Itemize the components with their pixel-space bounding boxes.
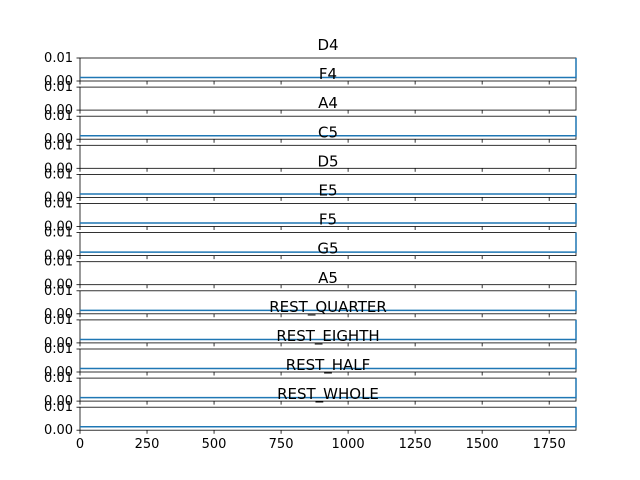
series-line (80, 407, 577, 428)
y-tick-label-min: 0.00 (44, 394, 73, 409)
y-tick-label-max: 0.01 (44, 371, 73, 386)
series-line (80, 58, 577, 79)
y-tick-label-max: 0.01 (44, 313, 73, 328)
subplot-rest-eighth: 0.00 0.01 (44, 342, 577, 380)
y-tick-label-max: 0.01 (44, 400, 73, 415)
series-line (80, 174, 577, 195)
subplot-title: C5 (318, 123, 338, 141)
y-tick-label-max: 0.01 (44, 51, 73, 66)
axes-frame (79, 144, 577, 169)
series-line (80, 116, 577, 137)
x-tick-label: 1000 (332, 437, 365, 452)
y-tick-label-max: 0.01 (44, 80, 73, 95)
subplot-c5: 0.00 0.01 (44, 138, 577, 176)
x-tick-label: 250 (135, 437, 160, 452)
subplot-title: REST_EIGHTH (276, 327, 379, 346)
y-tick-label-min: 0.00 (44, 423, 73, 438)
subplot-g5: 0.00 0.01 (44, 255, 577, 293)
y-tick-label-min: 0.00 (44, 161, 73, 176)
subplot-title: A5 (318, 269, 338, 287)
series-line (80, 232, 577, 253)
subplot-title: D5 (317, 152, 338, 170)
y-tick-label-min: 0.00 (44, 132, 73, 147)
y-tick-label-min: 0.00 (44, 249, 73, 264)
subplot-rest-half: 0.00 0.01 (44, 371, 577, 409)
y-tick-label-max: 0.01 (44, 226, 73, 241)
y-tick-label-max: 0.01 (44, 138, 73, 153)
subplot-title: D4 (317, 36, 338, 54)
y-tick-label-max: 0.01 (44, 167, 73, 182)
subplot-title: F5 (319, 211, 337, 229)
axes-frame (79, 261, 577, 286)
series-line (80, 319, 577, 341)
subplot-f4: 0.00 0.01 (44, 80, 577, 118)
subplot-a4: 0.00 0.01 (44, 109, 577, 147)
x-tick-label: 1500 (466, 437, 499, 452)
subplot-rest-quarter: 0.00 0.01 (44, 313, 577, 351)
subplot-title: REST_WHOLE (277, 385, 379, 404)
subplot-title: F4 (319, 65, 337, 83)
y-tick-label-max: 0.01 (44, 197, 73, 212)
series-line (80, 349, 577, 370)
subplots-group: 0.000.010.000.010.000.010.000.010.000.01… (44, 36, 577, 452)
x-tick-label: 750 (269, 437, 294, 452)
subplot-title: REST_HALF (286, 356, 371, 375)
subplot-title: A4 (318, 94, 338, 112)
y-tick-label-max: 0.01 (44, 255, 73, 270)
subplot-f5: 0.00 0.01 (44, 226, 577, 264)
x-tick-label: 1750 (533, 437, 566, 452)
y-tick-label-max: 0.01 (44, 342, 73, 357)
subplot-d4: 0.00 0.01 (44, 51, 577, 89)
y-tick-label-min: 0.00 (44, 103, 73, 118)
y-tick-label-max: 0.01 (44, 284, 73, 299)
y-tick-label-min: 0.00 (44, 278, 73, 293)
subplot-title: G5 (317, 240, 338, 258)
subplot-a5: 0.00 0.01 (44, 284, 577, 322)
y-tick-label-min: 0.00 (44, 307, 73, 322)
y-tick-label-min: 0.00 (44, 74, 73, 89)
series-line (80, 203, 577, 224)
subplot-title: E5 (318, 182, 337, 200)
y-tick-label-min: 0.00 (44, 365, 73, 380)
y-tick-label-min: 0.00 (44, 336, 73, 351)
y-tick-label-min: 0.00 (44, 220, 73, 235)
x-tick-label: 0 (76, 437, 84, 452)
subplot-rest-whole: 0.00 0.01 (44, 400, 577, 438)
x-tick-label: 1250 (399, 437, 432, 452)
series-line (80, 290, 577, 312)
subplot-title: REST_QUARTER (269, 298, 387, 317)
y-tick-label-min: 0.00 (44, 190, 73, 205)
subplot-d5: 0.00 0.01 (44, 167, 577, 205)
axes-frame (79, 86, 577, 111)
y-tick-label-max: 0.01 (44, 109, 73, 124)
x-tick-label: 500 (202, 437, 227, 452)
subplot-e5: 0.00 0.01 (44, 197, 577, 235)
series-line (80, 378, 577, 399)
